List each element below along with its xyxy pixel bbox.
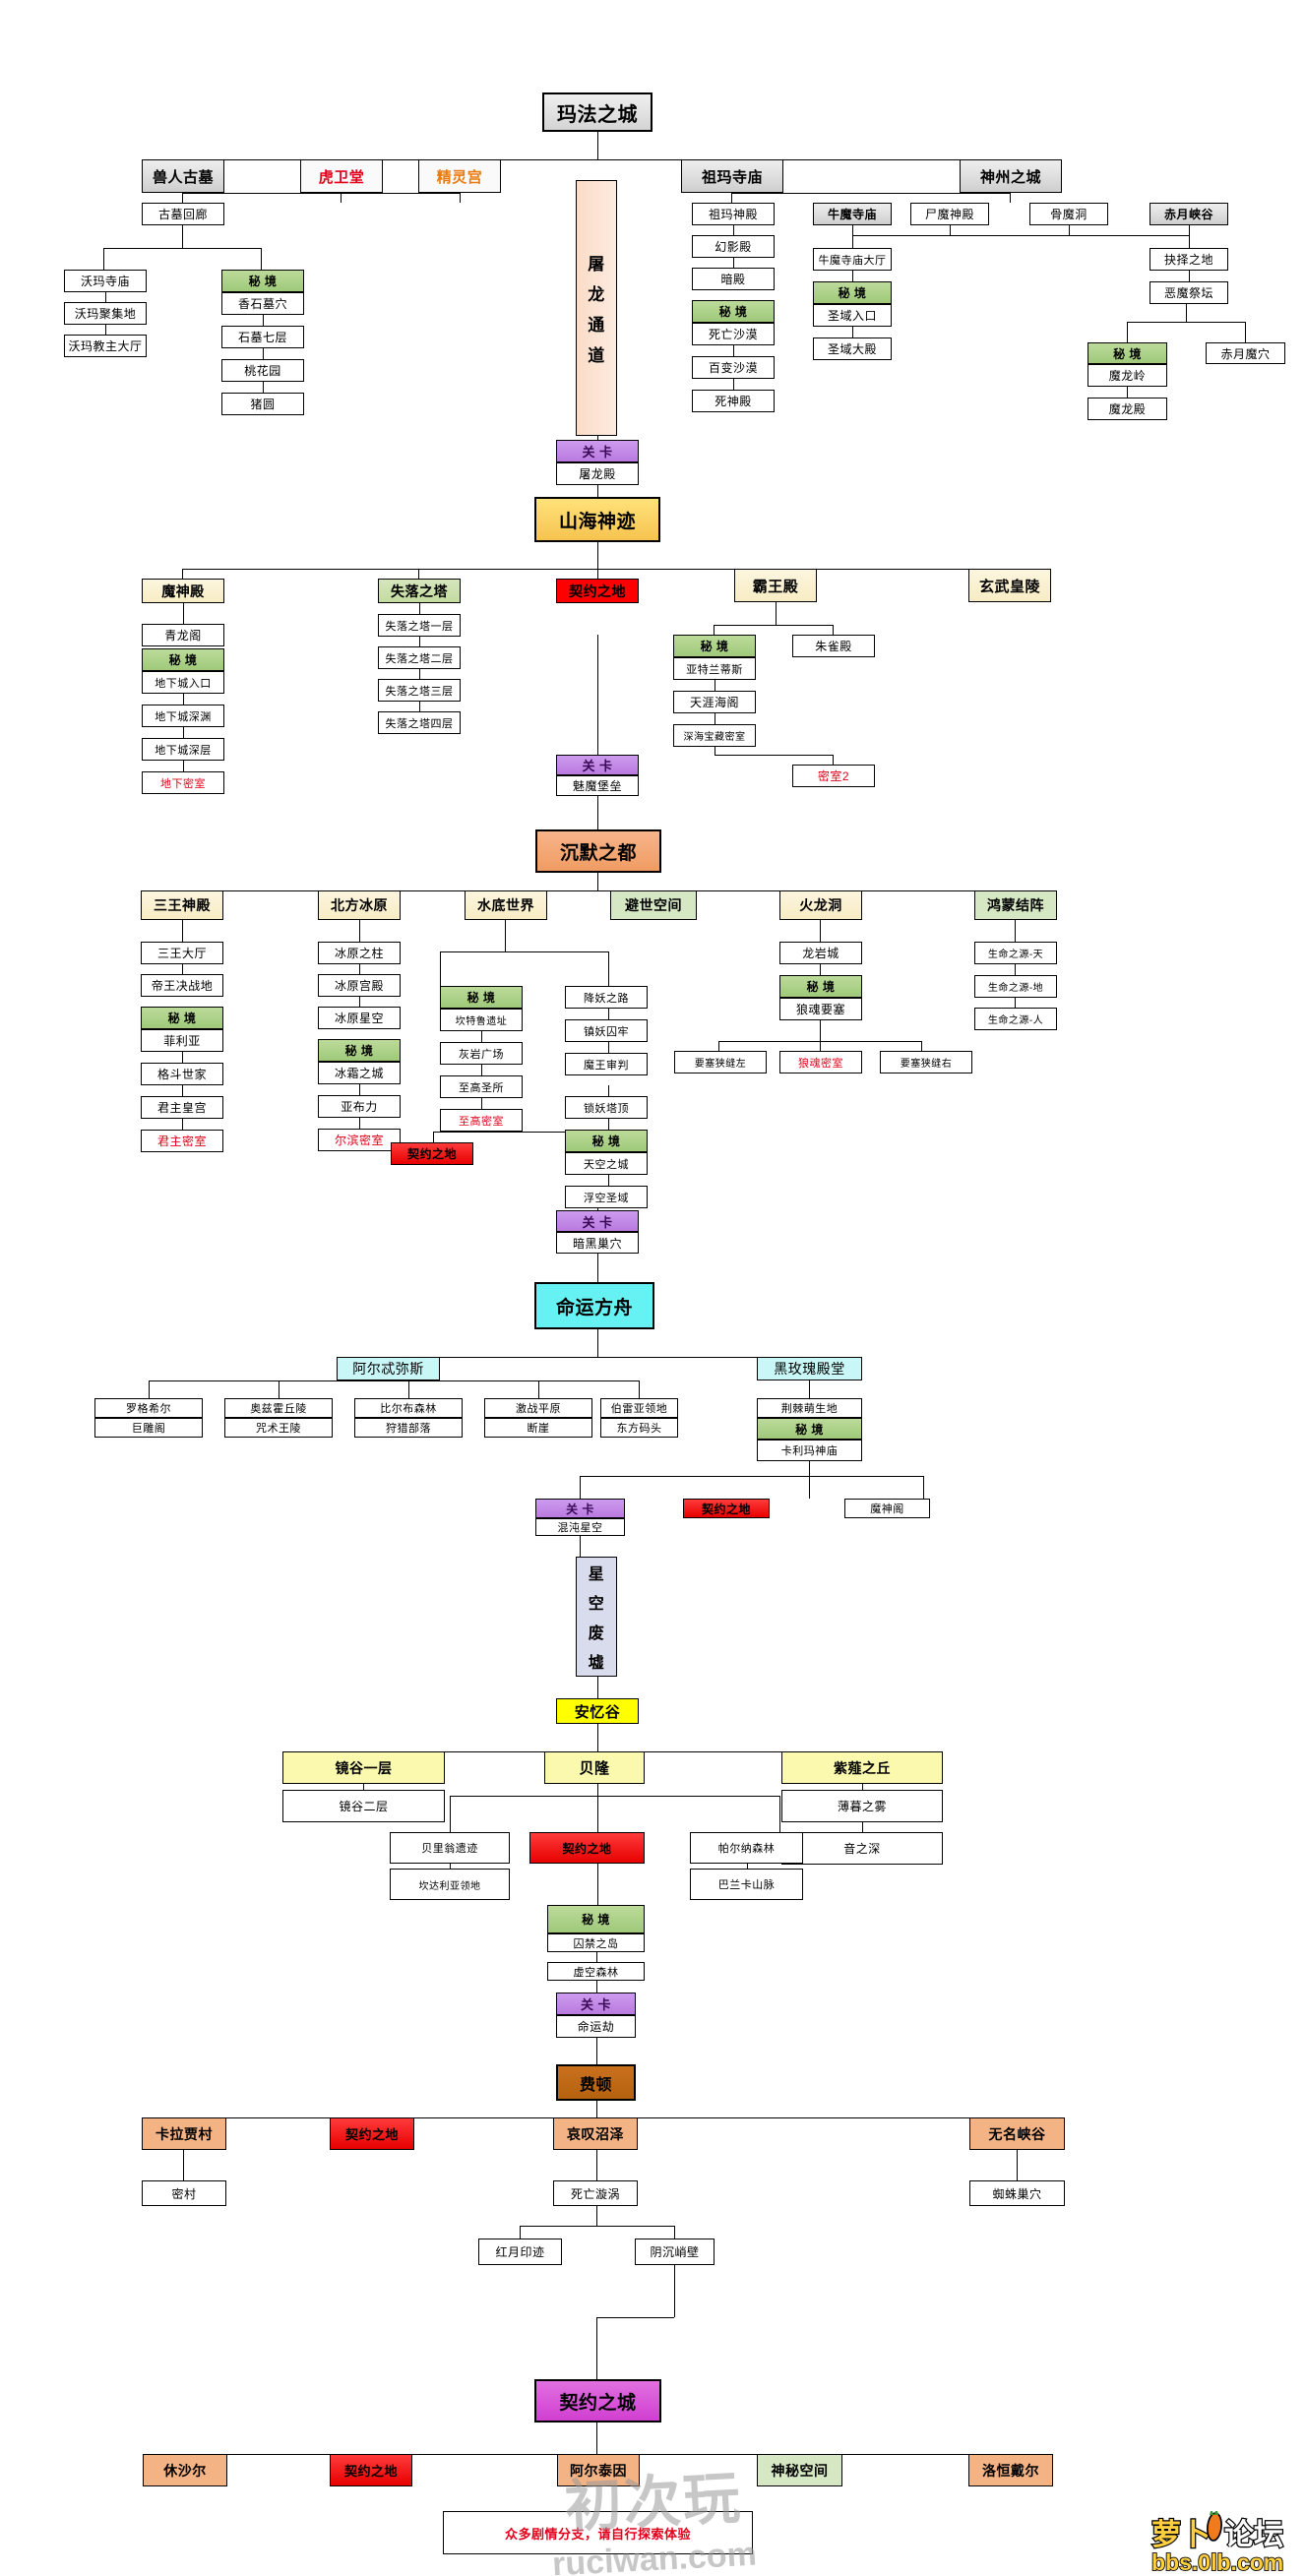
svg-text:论坛: 论坛 — [1224, 2519, 1283, 2551]
svg-text:萝卜: 萝卜 — [1151, 2519, 1211, 2551]
svg-text:bbs.0lb.com: bbs.0lb.com — [1151, 2549, 1283, 2574]
